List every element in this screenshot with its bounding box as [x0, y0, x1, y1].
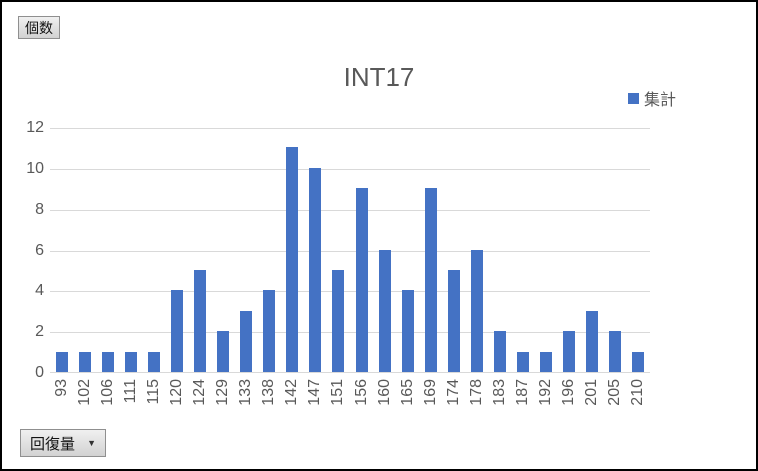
x-axis-label: 93	[52, 379, 70, 397]
bar-160[interactable]	[378, 249, 391, 372]
x-axis-label: 183	[491, 379, 508, 406]
x-axis-label: 210	[629, 379, 647, 406]
gridline	[50, 128, 650, 129]
bar-124[interactable]	[194, 269, 206, 372]
y-axis-label: 2	[35, 323, 44, 341]
x-axis-label: 106	[98, 379, 116, 406]
y-axis-label: 6	[35, 241, 44, 259]
values-field-button[interactable]: 個数	[18, 16, 60, 39]
axis-field-button[interactable]: 回復量 ▼	[20, 429, 106, 457]
bar-192[interactable]	[540, 351, 553, 372]
x-axis-label: 120	[167, 379, 185, 406]
x-axis-label: 169	[421, 379, 439, 406]
plot-area	[50, 128, 650, 373]
bar-151[interactable]	[332, 269, 345, 372]
bar-210[interactable]	[632, 351, 645, 372]
x-axis-label: 124	[191, 379, 208, 406]
bar-156[interactable]	[355, 188, 368, 372]
gridline	[50, 291, 650, 293]
x-axis-label: 178	[467, 379, 485, 406]
axis-field-label: 回復量	[30, 435, 76, 453]
x-axis-label: 192	[537, 379, 555, 406]
gridline	[50, 250, 650, 252]
legend-marker-icon	[628, 92, 639, 104]
bar-174[interactable]	[447, 269, 460, 372]
x-axis-label: 187	[514, 379, 532, 406]
bar-93[interactable]	[55, 351, 68, 372]
x-axis-label: 129	[214, 379, 232, 406]
x-axis-label: 160	[375, 379, 393, 406]
x-axis-label: 102	[75, 379, 93, 406]
bar-147[interactable]	[309, 167, 322, 372]
dropdown-arrow-icon: ▼	[87, 438, 96, 448]
x-axis-label: 147	[306, 379, 324, 406]
bar-196[interactable]	[563, 331, 576, 372]
bar-183[interactable]	[494, 331, 506, 372]
y-axis-label: 12	[26, 119, 44, 136]
x-axis-line	[50, 372, 650, 373]
bar-165[interactable]	[401, 290, 414, 372]
chart-title[interactable]: INT17	[343, 62, 415, 92]
bar-187[interactable]	[517, 351, 530, 372]
x-axis-label: 138	[260, 379, 278, 406]
legend-label: 集計	[644, 92, 677, 109]
gridline	[50, 168, 650, 170]
x-axis-label: 174	[444, 379, 462, 406]
x-axis-label: 133	[237, 379, 255, 406]
bar-138[interactable]	[263, 290, 276, 372]
bar-133[interactable]	[240, 310, 253, 372]
bar-115[interactable]	[147, 351, 160, 372]
gridline	[50, 332, 650, 334]
bar-120[interactable]	[170, 290, 183, 372]
x-axis-label: 165	[398, 379, 416, 406]
bar-169[interactable]	[424, 188, 437, 372]
x-axis-label: 111	[121, 379, 139, 404]
gridline	[50, 209, 650, 211]
x-axis-label: 156	[352, 379, 370, 406]
y-axis-label: 0	[35, 364, 44, 381]
x-axis-label: 196	[560, 379, 578, 406]
bar-201[interactable]	[586, 310, 599, 372]
legend[interactable]: 集計	[628, 89, 677, 109]
bar-205[interactable]	[609, 331, 622, 372]
x-axis-label: 205	[606, 379, 624, 406]
x-axis-label: 201	[583, 379, 601, 406]
y-axis-label: 10	[26, 159, 44, 177]
y-axis-label: 4	[35, 282, 44, 300]
bar-102[interactable]	[78, 351, 91, 372]
x-axis-label: 151	[329, 379, 347, 406]
x-axis-label: 142	[283, 379, 301, 406]
bar-142[interactable]	[286, 147, 299, 372]
y-axis-label: 8	[35, 200, 44, 218]
bar-106[interactable]	[101, 351, 114, 372]
bar-129[interactable]	[217, 331, 230, 372]
x-axis-label: 115	[144, 379, 162, 405]
bar-111[interactable]	[124, 351, 137, 372]
bar-178[interactable]	[470, 249, 483, 372]
